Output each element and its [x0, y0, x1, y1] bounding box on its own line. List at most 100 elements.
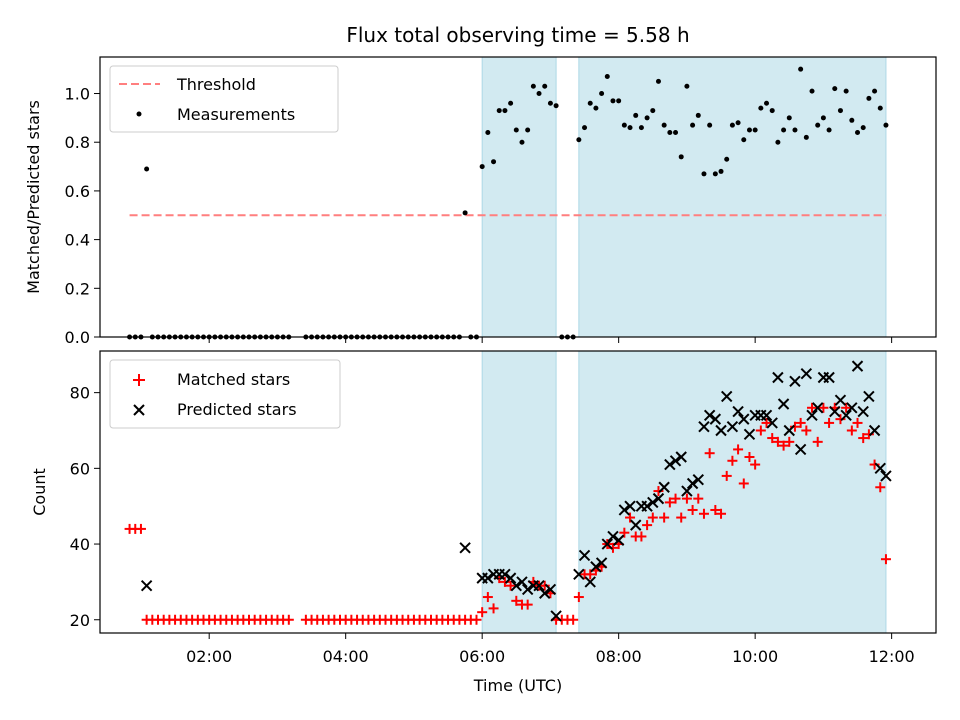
- measurement-point: [815, 122, 821, 128]
- measurement-point: [616, 98, 622, 104]
- matched-star-point: [693, 493, 704, 504]
- count-points: [124, 360, 892, 625]
- x-tick-label: 08:00: [596, 647, 642, 666]
- predicted-star-point: [868, 424, 881, 437]
- measurement-point: [843, 88, 849, 94]
- matched-star-point: [818, 402, 829, 413]
- predicted-star-point: [521, 583, 534, 596]
- measurement-point: [673, 129, 679, 135]
- measurement-point: [786, 115, 792, 121]
- measurement-point: [547, 100, 553, 106]
- measurement-point: [741, 137, 747, 143]
- y-tick-label: 80: [70, 384, 90, 403]
- measurement-point: [513, 127, 519, 133]
- x-axis-label: Time (UTC): [473, 676, 562, 695]
- predicted-star-point: [692, 473, 704, 486]
- measurement-point: [695, 112, 701, 118]
- measurement-point: [519, 139, 525, 145]
- predicted-star-point: [664, 458, 676, 471]
- predicted-star-point: [829, 405, 841, 418]
- measurement-point: [479, 164, 485, 170]
- matched-star-point: [852, 417, 863, 428]
- ratio-legend: Threshold Measurements: [109, 65, 339, 133]
- matched-star-point: [716, 508, 727, 519]
- matched-star-point: [880, 554, 891, 565]
- predicted-star-point: [499, 568, 511, 581]
- measurement-point: [798, 66, 804, 72]
- y-tick-label: 1.0: [65, 85, 90, 104]
- shaded-interval: [481, 350, 557, 634]
- measurement-point: [724, 156, 730, 162]
- matched-star-point: [568, 614, 579, 625]
- measurement-point: [525, 127, 531, 133]
- measurement-point: [758, 105, 764, 111]
- predicted-star-point: [647, 496, 659, 509]
- measurement-point: [849, 117, 855, 123]
- measurement-point: [803, 134, 809, 140]
- predicted-star-point: [760, 409, 773, 422]
- matched-star-point: [744, 451, 755, 462]
- predicted-star-point: [766, 417, 778, 429]
- count-plot-frame: [99, 350, 937, 634]
- matched-star-point: [676, 512, 687, 523]
- matched-star-point: [687, 504, 698, 515]
- measurement-point: [678, 154, 684, 160]
- measurement-point: [536, 91, 542, 97]
- matched-star-point: [869, 459, 880, 470]
- predicted-star-point: [794, 443, 807, 456]
- predicted-star-point: [698, 420, 710, 433]
- predicted-star-point: [732, 405, 744, 418]
- matched-star-point: [738, 478, 749, 489]
- measurement-point: [587, 100, 593, 106]
- predicted-star-point: [510, 579, 523, 592]
- ratio-legend-box: [109, 65, 339, 133]
- measurement-point: [837, 108, 843, 114]
- measurement-point: [781, 127, 787, 133]
- legend-matched-label: Matched stars: [177, 370, 290, 389]
- measurement-point: [610, 98, 616, 104]
- predicted-star-point: [624, 500, 636, 512]
- y-tick-label: 40: [70, 535, 90, 554]
- ratio-x-ticks: [208, 337, 893, 343]
- matched-star-point: [499, 576, 510, 587]
- measurement-point: [576, 137, 582, 143]
- ratio-panel: 0.0 0.2 0.4 0.6 0.8 1.0 Matched/Predicted sta…: [24, 56, 937, 347]
- y-tick-label: 0.0: [65, 328, 90, 347]
- chart-title: Flux total observing time = 5.58 h: [346, 23, 689, 47]
- measurement-point: [553, 103, 559, 109]
- predicted-star-point: [834, 394, 847, 406]
- predicted-star-point: [590, 561, 602, 573]
- matched-star-point: [704, 448, 715, 459]
- x-tick-label: 04:00: [323, 647, 369, 666]
- shaded-interval: [578, 350, 887, 634]
- matched-star-point: [772, 436, 783, 447]
- measurement-point: [621, 122, 627, 128]
- measurement-point: [684, 83, 690, 89]
- matched-star-point: [659, 512, 670, 523]
- measurement-point: [604, 73, 610, 79]
- predicted-star-point: [772, 371, 784, 384]
- predicted-star-point: [880, 470, 892, 482]
- measurement-point: [542, 83, 548, 89]
- predicted-star-point: [544, 583, 557, 596]
- measurement-point: [718, 168, 724, 174]
- measurement-point: [582, 125, 588, 131]
- predicted-star-point: [573, 568, 585, 581]
- predicted-star-point: [669, 455, 682, 467]
- matched-star-point: [539, 580, 550, 591]
- matched-star-point: [511, 595, 522, 606]
- matched-star-point: [795, 417, 806, 428]
- matched-star-point: [727, 455, 738, 466]
- predicted-star-point: [652, 492, 665, 505]
- matched-star-point: [636, 531, 647, 542]
- matched-star-point: [858, 433, 869, 444]
- measurement-point: [530, 83, 536, 89]
- matched-star-point: [698, 508, 709, 519]
- matched-star-point: [573, 592, 584, 603]
- predicted-star-point: [641, 500, 653, 512]
- matched-star-point: [642, 520, 653, 531]
- measurement-point: [855, 129, 861, 135]
- matched-star-point: [482, 592, 493, 603]
- measurement-point: [735, 120, 741, 126]
